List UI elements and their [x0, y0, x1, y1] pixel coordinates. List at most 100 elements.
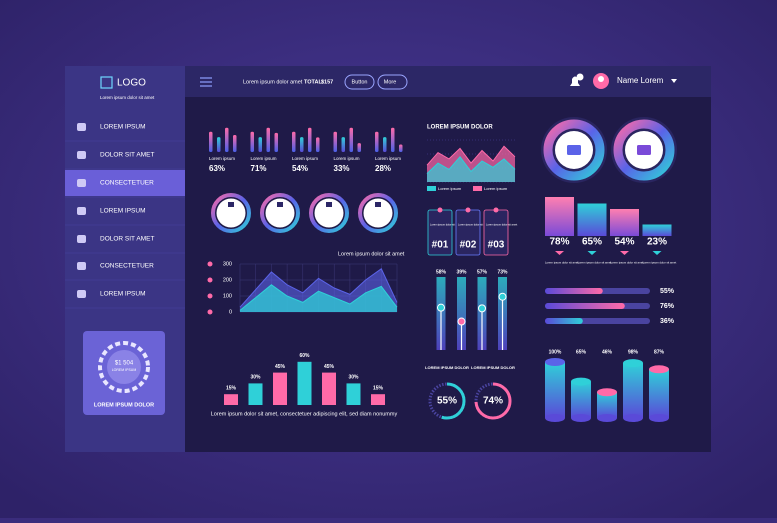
- card-pin: [493, 207, 499, 213]
- badge-title: LOREM: [225, 212, 238, 216]
- wave-legend-swatch: [427, 186, 436, 191]
- step-pointer: [555, 251, 564, 255]
- bar-value: 45%: [324, 364, 335, 370]
- button-label[interactable]: Button: [352, 79, 368, 85]
- progress-fill: [545, 318, 583, 324]
- menu-item[interactable]: LOREM IPSUM: [100, 208, 146, 215]
- donut-arc: [428, 382, 466, 420]
- badge-title: LOREM: [372, 212, 385, 216]
- menu-item[interactable]: LOREM IPSUM: [100, 124, 146, 131]
- slider-knob[interactable]: [457, 317, 466, 326]
- tick-dot: [207, 293, 213, 299]
- menu-item[interactable]: DOLOR SIT AMET: [100, 152, 154, 159]
- more-label[interactable]: More: [384, 79, 397, 85]
- total-label: TOTAL:: [304, 79, 324, 85]
- menu-icon[interactable]: [77, 262, 86, 270]
- cylinder-top: [597, 388, 617, 397]
- mini-bar-deco: [349, 127, 353, 152]
- cylinder-bottom: [649, 414, 669, 422]
- step-bar: [642, 224, 672, 236]
- mini-bar-deco: [258, 137, 262, 152]
- card-pin: [437, 207, 443, 213]
- cylinder-bottom: [545, 414, 565, 422]
- slider-knob[interactable]: [498, 292, 507, 301]
- menu-item[interactable]: DOLOR SIT AMET: [100, 236, 154, 243]
- slider-knob[interactable]: [437, 303, 445, 312]
- button[interactable]: [344, 74, 375, 90]
- menu-icon[interactable]: [77, 151, 86, 159]
- more-button[interactable]: [377, 74, 408, 90]
- y-tick-label: 100: [223, 293, 232, 299]
- progress-value: 76%: [660, 303, 675, 310]
- menu-item[interactable]: CONSECTETUER: [100, 263, 154, 270]
- slider-value: 57%: [477, 269, 488, 275]
- cylinder-bottom: [623, 414, 643, 422]
- menu-item[interactable]: CONSECTETUER: [100, 180, 154, 187]
- bar: [248, 383, 263, 405]
- caret[interactable]: [671, 79, 677, 83]
- mini-bar-label: Lorem ipsum: [375, 156, 401, 161]
- cylinder-value: 46%: [602, 349, 613, 355]
- ring-icon: [637, 145, 651, 155]
- avatar-face: [598, 76, 604, 82]
- topbar-text: Lorem ipsum dolor amet: [243, 79, 303, 85]
- mini-bar: [274, 132, 278, 152]
- progress-fill: [545, 288, 603, 294]
- user-name[interactable]: Name Lorem: [617, 76, 664, 85]
- y-tick-label: 0: [229, 309, 232, 315]
- step-pointer: [652, 251, 662, 255]
- mini-bar-label: Lorem ipsum: [334, 156, 360, 161]
- mini-bar-deco: [250, 131, 254, 152]
- mini-bar: [357, 143, 361, 152]
- bar-value: 30%: [250, 375, 261, 381]
- step-caption: Lorem ipsum dolor sit amet: [578, 261, 612, 265]
- mini-bar-deco: [341, 137, 345, 152]
- cylinder: [649, 369, 669, 418]
- bar-value: 45%: [275, 364, 286, 370]
- y-tick-label: 200: [223, 277, 232, 283]
- wave-legend: Lorem ipsum: [484, 186, 508, 191]
- area-fill: [240, 284, 397, 312]
- card-text: Lorem ipsum dolor sit amet: [458, 223, 490, 227]
- progress-value: 55%: [660, 288, 675, 295]
- step-value: 65%: [582, 237, 602, 248]
- bar-value: 15%: [373, 386, 384, 392]
- badge-icon: [277, 202, 283, 207]
- bar: [273, 372, 287, 405]
- step-value: 54%: [614, 237, 634, 248]
- card-number: #01: [432, 240, 449, 251]
- badge-face: [363, 198, 393, 228]
- cylinder-value: 65%: [576, 349, 587, 355]
- area-line: [239, 268, 398, 308]
- wave-fill: [427, 156, 515, 182]
- mini-bar-deco: [217, 137, 221, 152]
- step-bar: [577, 203, 607, 236]
- step-value: 23%: [647, 237, 667, 248]
- donut-arc: [474, 382, 512, 420]
- mini-bar-deco: [375, 131, 379, 152]
- badge-icon: [375, 202, 381, 207]
- mini-bar-value: 63%: [209, 164, 225, 173]
- ring: [613, 119, 675, 181]
- menu-icon[interactable]: [77, 207, 86, 215]
- menu-icon[interactable]: [77, 235, 86, 243]
- y-tick-label: 300: [223, 261, 232, 267]
- menu-item[interactable]: LOREM IPSUM: [100, 291, 146, 298]
- bar: [224, 394, 238, 405]
- badge-title: LOREM: [323, 212, 336, 216]
- menu-icon[interactable]: [77, 179, 86, 187]
- donut-value: 74%: [483, 396, 503, 407]
- cylinder: [545, 362, 565, 418]
- mini-bar-value: 33%: [334, 164, 350, 173]
- mini-bar-label: Lorem ipsum: [209, 156, 235, 161]
- bar: [322, 372, 336, 405]
- cylinder-bottom: [597, 414, 617, 422]
- step-value: 78%: [549, 237, 569, 248]
- slider-value: 73%: [497, 269, 508, 275]
- slider-knob[interactable]: [478, 304, 486, 313]
- menu-icon[interactable]: [77, 123, 86, 131]
- slider-value: 58%: [436, 269, 447, 275]
- menu-icon[interactable]: [77, 290, 86, 298]
